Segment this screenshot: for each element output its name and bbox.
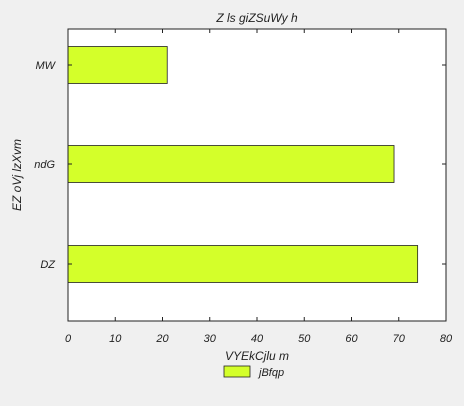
bar-ndg	[67, 145, 395, 183]
y-tick-label: DZ	[40, 259, 56, 271]
plot-frame	[67, 28, 447, 322]
x-tick-label: 60	[345, 333, 358, 345]
x-tick-label: 20	[155, 333, 169, 345]
legend: jBfqp	[223, 365, 284, 379]
y-axis-ticks: DZ ndG MW	[34, 60, 446, 271]
y-tick-label: ndG	[34, 159, 55, 171]
y-tick-label: MW	[35, 60, 56, 72]
bar-group	[67, 46, 419, 283]
y-axis-title: EZ oVj lzXvm	[10, 139, 24, 211]
legend-swatch	[223, 365, 251, 378]
x-tick-label: 80	[440, 333, 453, 345]
chart-title: Z ls giZSuWy h	[215, 11, 298, 25]
bar-dz	[67, 245, 419, 283]
x-tick-label: 30	[204, 333, 217, 345]
x-tick-label: 40	[251, 333, 264, 345]
x-axis-title: VYEkCjlu m	[225, 349, 289, 363]
x-tick-label: 70	[393, 333, 406, 345]
x-tick-label: 10	[109, 333, 122, 345]
x-tick-label: 0	[65, 333, 72, 345]
legend-label: jBfqp	[257, 367, 284, 379]
x-tick-label: 50	[298, 333, 311, 345]
x-axis-ticks: 0 10 20 30 40 50 60 70 80	[65, 29, 453, 345]
bar-mw	[67, 46, 168, 84]
